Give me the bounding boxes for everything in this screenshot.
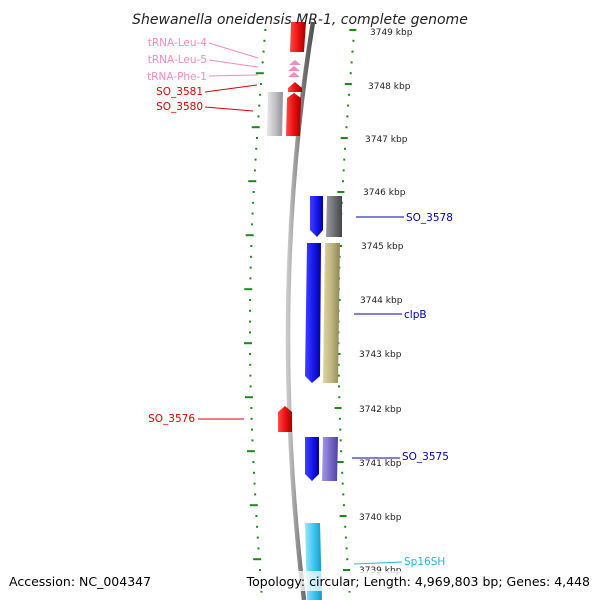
label-leader-lines — [198, 42, 404, 565]
gene-lavender-so-3575 — [322, 437, 338, 481]
trna-feature-leu-4 — [289, 60, 301, 65]
reverse-gene-so-3581 — [288, 82, 302, 92]
kbp-label: 3743 kbp — [359, 350, 402, 360]
label-so-3575: SO_3575 — [402, 451, 449, 463]
inner-tick-marks — [243, 29, 267, 593]
accession-text: Accession: NC_004347 — [9, 574, 151, 589]
gene-dark-grey-so-3578 — [326, 196, 342, 237]
label-so-3576: SO_3576 — [148, 413, 195, 425]
topology-text: Topology: circular; Length: 4,969,803 bp… — [246, 574, 590, 589]
kbp-label: 3745 kbp — [361, 242, 404, 252]
label-so-3581: SO_3581 — [156, 86, 203, 98]
forward-gene-so-3575 — [305, 437, 319, 481]
label-trna-phe-1: tRNA-Phe-1 — [147, 71, 207, 83]
kbp-label: 3741 kbp — [359, 459, 402, 469]
kbp-label: 3747 kbp — [365, 135, 408, 145]
kbp-label: 3740 kbp — [359, 513, 402, 523]
forward-gene-clpb — [305, 243, 321, 383]
gene-grey-so-3580 — [267, 92, 283, 136]
label-clpb: clpB — [404, 309, 427, 321]
forward-gene-so-3578 — [310, 196, 323, 237]
label-trna-leu-5: tRNA-Leu-5 — [148, 54, 207, 66]
kbp-label: 3746 kbp — [363, 188, 406, 198]
label-so-3578: SO_3578 — [406, 212, 453, 224]
label-so-3580: SO_3580 — [156, 101, 203, 113]
label-sp16sh: Sp16SH — [404, 556, 445, 568]
kbp-label: 3742 kbp — [359, 405, 402, 415]
reverse-gene-top — [290, 22, 306, 52]
kbp-label: 3748 kbp — [368, 82, 411, 92]
kbp-label: 3749 kbp — [370, 28, 413, 38]
trna-feature-phe-1 — [288, 72, 300, 77]
label-trna-leu-4: tRNA-Leu-4 — [148, 37, 208, 49]
map-title: Shewanella oneidensis MR-1, complete gen… — [132, 12, 468, 28]
footer-background — [0, 571, 600, 591]
reverse-gene-so-3580 — [286, 93, 301, 136]
reverse-gene-so-3576 — [278, 406, 292, 432]
gene-khaki-clpb — [323, 243, 340, 383]
kbp-scale: 3749 kbp 3748 kbp 3747 kbp 3746 kbp 3745… — [359, 28, 413, 576]
trna-feature-leu-5 — [288, 66, 300, 71]
genome-backbone — [285, 21, 316, 600]
kbp-label: 3744 kbp — [360, 296, 403, 306]
